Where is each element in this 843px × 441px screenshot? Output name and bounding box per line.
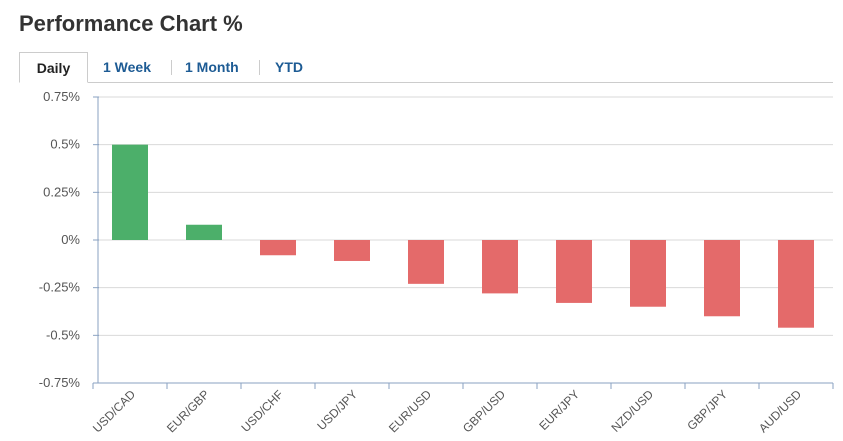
y-tick-label: 0.25% [43,184,80,199]
page-title: Performance Chart % [19,11,243,36]
bar-aud-usd [778,240,814,328]
bar-nzd-usd [630,240,666,307]
x-tick-label: USD/JPY [314,387,360,433]
x-tick-label: AUD/USD [756,387,804,435]
y-tick-label: -0.75% [39,375,81,390]
y-tick-label: -0.25% [39,280,81,295]
bar-eur-gbp [186,224,222,240]
x-tick-label: EUR/USD [386,387,434,435]
y-tick-label: 0.5% [50,137,80,152]
x-tick-label: NZD/USD [609,387,657,435]
x-tick-label: EUR/GBP [164,387,212,435]
bar-usd-jpy [334,240,370,261]
tab-separator [171,60,172,75]
period-tabs: Daily 1 Week 1 Month YTD [19,52,833,83]
bar-gbp-usd [482,240,518,294]
bar-eur-usd [408,240,444,284]
tab-ytd[interactable]: YTD [275,59,303,75]
tab-daily[interactable]: Daily [19,52,88,83]
x-tick-label: GBP/USD [460,387,508,435]
tab-1-week[interactable]: 1 Week [103,59,151,75]
tab-1-month[interactable]: 1 Month [185,59,239,75]
bar-usd-cad [112,144,148,240]
x-tick-label: EUR/JPY [536,387,582,433]
x-tick-label: GBP/JPY [684,387,730,433]
x-tick-label: USD/CHF [239,387,287,435]
x-tick-label: USD/CAD [90,387,138,435]
bar-gbp-jpy [704,240,740,317]
tab-separator [259,60,260,75]
bar-eur-jpy [556,240,592,303]
bar-usd-chf [260,240,296,256]
y-tick-label: 0% [61,232,80,247]
y-tick-label: 0.75% [43,89,80,104]
y-tick-label: -0.5% [46,327,80,342]
